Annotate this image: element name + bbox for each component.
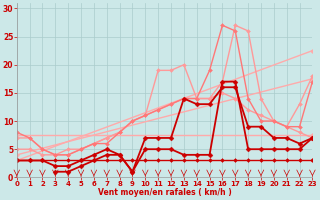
X-axis label: Vent moyen/en rafales ( km/h ): Vent moyen/en rafales ( km/h ) xyxy=(98,188,231,197)
